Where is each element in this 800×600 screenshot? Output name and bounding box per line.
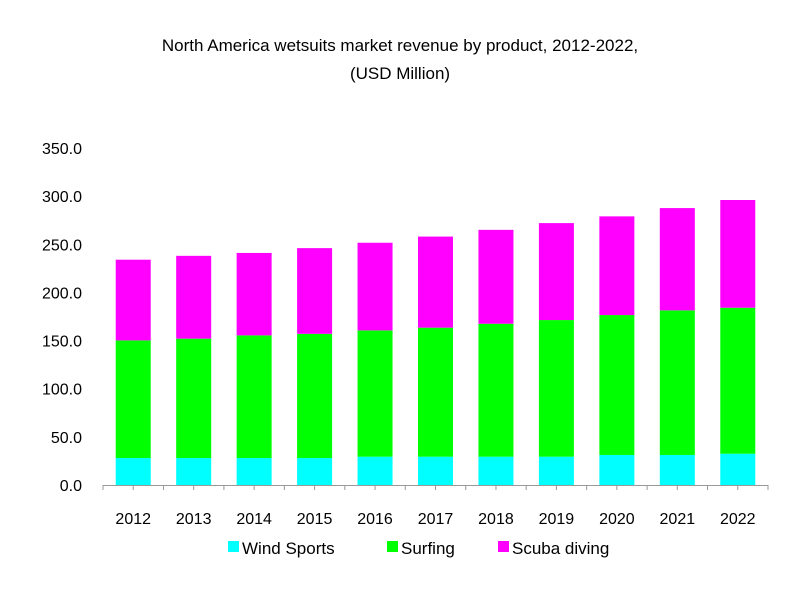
legend-label: Wind Sports [242,539,335,558]
bar-surfing-2017 [418,327,453,457]
y-tick-label: 200.0 [42,285,82,302]
bar-scuba-diving-2012 [115,259,151,341]
x-tick-label: 2021 [660,511,696,528]
bar-scuba-diving-2015 [297,248,333,334]
y-tick-label: 50.0 [51,430,82,447]
chart-subtitle: (USD Million) [349,64,451,83]
bar-wind-sports-2022 [720,453,756,485]
y-tick-label: 0.0 [60,478,82,495]
x-tick-label: 2014 [236,511,272,528]
y-tick-label: 250.0 [42,237,82,254]
bar-wind-sports-2020 [599,454,635,485]
bar-scuba-diving-2020 [599,216,635,316]
x-tick-label: 2016 [357,511,393,528]
bar-surfing-2019 [538,320,574,457]
y-tick-label: 350.0 [42,141,82,158]
bar-surfing-2020 [599,315,635,455]
bar-surfing-2012 [115,340,151,459]
x-tick-label: 2020 [599,511,635,528]
bar-wind-sports-2018 [478,456,514,485]
bar-wind-sports-2015 [297,458,333,485]
x-tick-label: 2019 [539,511,575,528]
bar-wind-sports-2013 [176,458,212,485]
bar-surfing-2013 [176,338,212,459]
y-tick-label: 300.0 [42,189,82,206]
bar-scuba-diving-2022 [720,199,756,308]
legend-label: Surfing [401,539,455,558]
legend-swatch [228,541,239,552]
x-tick-label: 2015 [297,511,333,528]
legend-label: Scuba diving [512,539,609,558]
bar-wind-sports-2017 [418,456,453,485]
bar-surfing-2021 [659,310,695,455]
bar-scuba-diving-2021 [659,208,695,311]
legend-swatch [498,541,509,552]
bar-surfing-2022 [720,307,756,454]
bar-wind-sports-2012 [115,458,151,485]
bar-scuba-diving-2013 [176,255,212,339]
y-tick-label: 100.0 [42,382,82,399]
bar-surfing-2015 [297,333,333,459]
bar-wind-sports-2021 [659,454,695,485]
x-tick-label: 2018 [478,511,514,528]
x-tick-label: 2013 [176,511,212,528]
bar-surfing-2018 [478,323,514,457]
y-tick-label: 150.0 [42,334,82,351]
x-tick-label: 2022 [720,511,756,528]
bar-scuba-diving-2019 [538,223,574,321]
bar-wind-sports-2019 [538,456,574,485]
bar-scuba-diving-2014 [236,252,272,336]
bar-scuba-diving-2016 [357,242,393,331]
bar-wind-sports-2014 [236,458,272,485]
x-tick-label: 2012 [115,511,151,528]
bar-surfing-2016 [357,330,393,457]
bar-scuba-diving-2018 [478,229,514,324]
x-tick-label: 2017 [418,511,454,528]
bar-surfing-2014 [236,335,272,459]
bar-scuba-diving-2017 [418,236,453,328]
chart-title: North America wetsuits market revenue by… [161,36,639,55]
legend-swatch [387,541,398,552]
bar-wind-sports-2016 [357,456,393,485]
